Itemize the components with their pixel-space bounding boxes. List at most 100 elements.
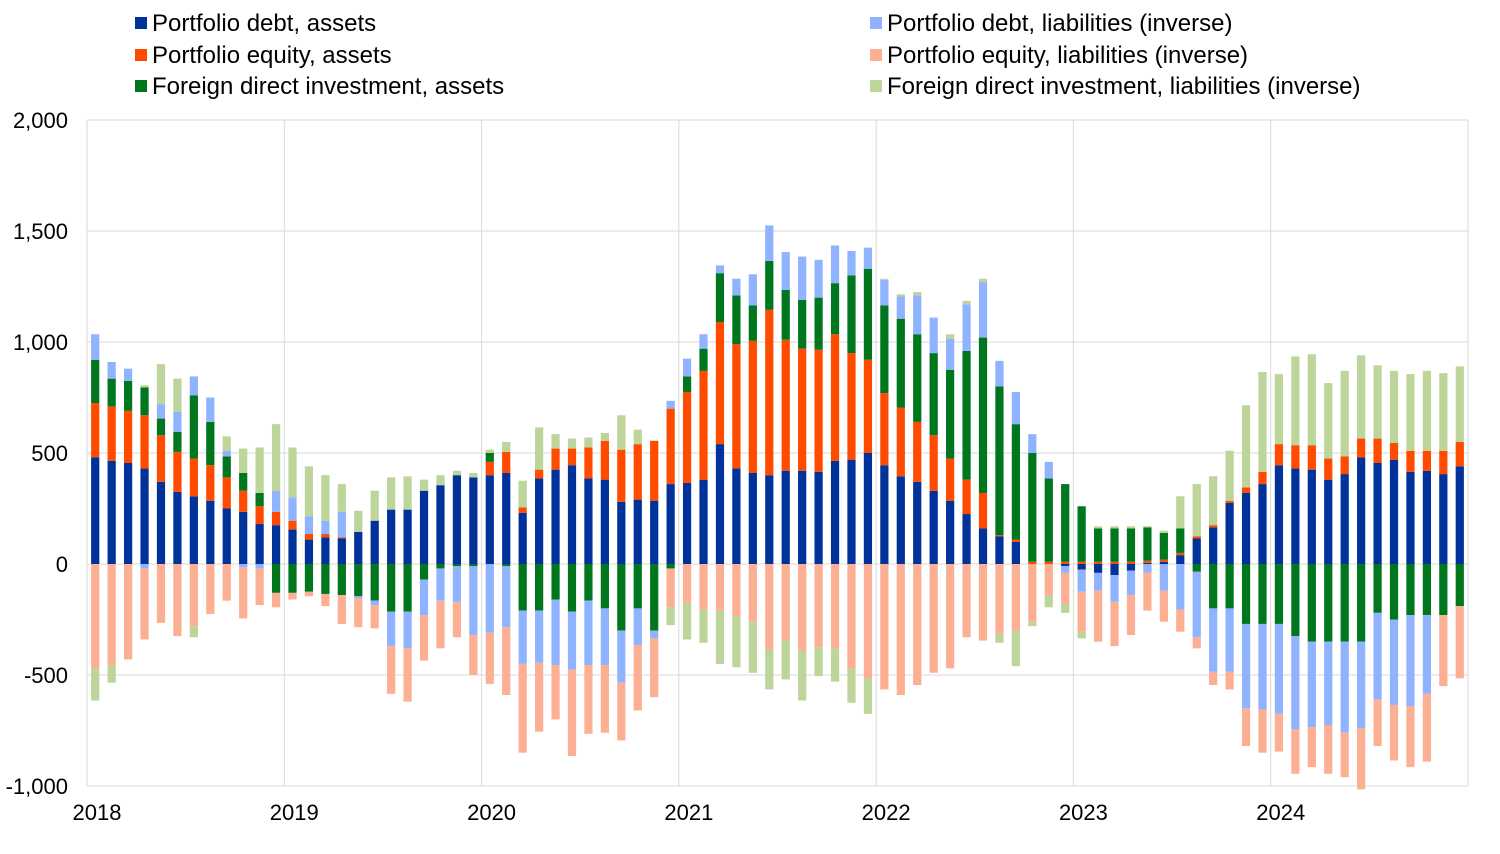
bar-segment xyxy=(535,427,544,470)
bar-segment xyxy=(913,295,922,335)
bar-segment xyxy=(419,479,429,491)
bar-segment xyxy=(1258,371,1267,472)
bar-segment xyxy=(946,458,955,501)
bar-segment xyxy=(584,600,593,666)
bar-segment xyxy=(567,669,577,757)
bar-segment xyxy=(1028,564,1037,622)
legend-swatch xyxy=(135,80,147,92)
legend-label: Foreign direct investment, liabilities (… xyxy=(887,73,1361,100)
bar-segment xyxy=(1143,560,1152,563)
bar-segment xyxy=(387,477,396,510)
bar-segment xyxy=(485,475,494,564)
bar-segment xyxy=(617,630,626,683)
bar-segment xyxy=(650,500,659,564)
bar-segment xyxy=(1258,623,1267,710)
bar-segment xyxy=(1241,564,1251,624)
bar-segment xyxy=(567,448,577,466)
bar-segment xyxy=(502,627,511,695)
bar-segment xyxy=(814,349,823,472)
bar-segment xyxy=(978,564,988,641)
bar-segment xyxy=(1011,541,1020,564)
bar-segment xyxy=(107,564,116,666)
bar-segment xyxy=(863,453,873,564)
bar-segment xyxy=(156,564,166,623)
bar-segment xyxy=(880,278,889,280)
bar-segment xyxy=(1209,525,1218,528)
bar-segment xyxy=(1110,526,1119,529)
legend-label: Foreign direct investment, assets xyxy=(152,73,504,100)
bar-segment xyxy=(271,511,281,526)
bar-segment xyxy=(107,665,116,683)
bar-segment xyxy=(600,433,609,441)
bar-segment xyxy=(633,564,642,609)
bar-segment xyxy=(535,478,544,564)
legend-label: Portfolio equity, assets xyxy=(152,42,392,69)
bar-segment xyxy=(1126,561,1136,564)
bar-segment xyxy=(1340,564,1349,642)
bar-segment xyxy=(650,630,659,639)
bar-segment xyxy=(337,537,346,539)
bar-segment xyxy=(502,441,511,452)
bar-segment xyxy=(1241,487,1251,493)
bar-segment xyxy=(1192,571,1201,638)
bar-segment xyxy=(123,368,133,381)
bar-segment xyxy=(1274,564,1284,624)
bar-segment xyxy=(650,564,659,631)
bar-segment xyxy=(1373,699,1382,747)
bar-segment xyxy=(485,449,494,453)
bar-segment xyxy=(140,468,149,564)
bar-segment xyxy=(485,564,494,633)
bar-segment xyxy=(913,481,922,564)
bar-segment xyxy=(123,380,133,411)
bar-segment xyxy=(337,484,346,512)
bar-segment xyxy=(156,481,166,564)
bar-segment xyxy=(1373,462,1382,564)
bar-segment xyxy=(518,663,527,753)
bar-segment xyxy=(584,447,593,479)
bar-segment xyxy=(321,520,330,535)
bar-segment xyxy=(781,470,790,564)
bar-segment xyxy=(173,378,182,412)
x-tick-label: 2024 xyxy=(1256,800,1305,825)
bar-segment xyxy=(1357,438,1366,458)
bar-segment xyxy=(321,475,330,521)
bar-segment xyxy=(173,411,182,432)
bar-segment xyxy=(732,295,741,345)
bar-segment xyxy=(880,564,889,690)
bar-segment xyxy=(830,283,840,335)
bar-segment xyxy=(978,492,988,529)
bar-segment xyxy=(91,564,100,669)
bar-segment xyxy=(189,395,198,459)
bar-segment xyxy=(1192,484,1201,537)
bar-segment xyxy=(452,566,462,602)
bar-segment xyxy=(1126,570,1136,596)
bar-segment xyxy=(222,436,231,451)
bar-segment xyxy=(1389,564,1399,620)
bar-segment xyxy=(1291,468,1300,564)
bar-segment xyxy=(1324,641,1333,725)
bar-segment xyxy=(1093,526,1103,529)
bar-segment xyxy=(1209,564,1218,609)
bar-segment xyxy=(666,408,675,485)
bar-segment xyxy=(1324,724,1333,774)
bar-segment xyxy=(1209,476,1218,526)
bar-segment xyxy=(107,460,116,564)
bar-segment xyxy=(1093,564,1103,573)
x-axis: 2018 2019 2020 2021 2022 2023 2024 xyxy=(73,800,1306,825)
bar-segment xyxy=(518,512,527,564)
bar-segment xyxy=(91,403,100,458)
bar-segment xyxy=(830,245,840,284)
bar-segment xyxy=(222,477,231,509)
bar-segment xyxy=(1061,484,1070,562)
bar-segment xyxy=(387,611,396,647)
bar-segment xyxy=(1176,528,1185,553)
bar-segment xyxy=(354,596,363,599)
bar-segment xyxy=(814,297,823,350)
gridlines xyxy=(86,119,1469,787)
bar-segment xyxy=(271,525,281,564)
bar-segment xyxy=(962,304,971,351)
bar-segment xyxy=(798,256,807,300)
bar-segment xyxy=(337,564,346,596)
bar-segment xyxy=(288,529,297,564)
bar-segment xyxy=(436,485,445,564)
